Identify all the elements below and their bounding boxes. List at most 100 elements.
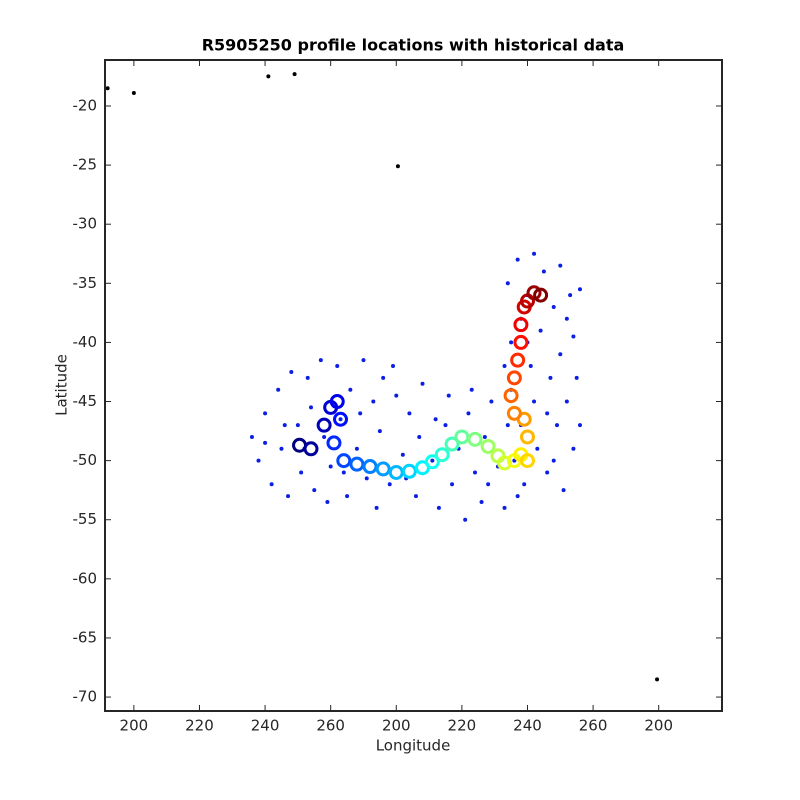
point xyxy=(548,375,553,380)
point xyxy=(489,399,494,404)
point xyxy=(533,287,549,303)
point xyxy=(322,434,327,439)
point xyxy=(509,340,514,345)
point xyxy=(381,375,386,380)
x-tick-label: 260 xyxy=(579,717,608,735)
point xyxy=(502,505,507,510)
point xyxy=(574,375,579,380)
point xyxy=(326,435,342,451)
point xyxy=(486,482,491,487)
point xyxy=(528,364,533,369)
point xyxy=(555,423,560,428)
point xyxy=(256,458,261,463)
point xyxy=(295,423,300,428)
point xyxy=(503,388,519,404)
point xyxy=(249,434,254,439)
point xyxy=(467,431,483,447)
point xyxy=(316,417,332,433)
point xyxy=(519,429,535,445)
point xyxy=(364,476,369,481)
point xyxy=(450,482,455,487)
point xyxy=(413,494,418,499)
point xyxy=(417,434,422,439)
point xyxy=(506,405,522,421)
point xyxy=(430,458,435,463)
point xyxy=(390,364,395,369)
point xyxy=(551,458,556,463)
point xyxy=(395,164,400,169)
y-tick-label: -45 xyxy=(73,392,98,410)
point xyxy=(374,505,379,510)
point xyxy=(577,423,582,428)
point xyxy=(558,352,563,357)
point xyxy=(387,482,392,487)
y-tick-label: -50 xyxy=(73,451,98,469)
point xyxy=(454,429,470,445)
point xyxy=(443,423,448,428)
point xyxy=(282,423,287,428)
point xyxy=(532,251,537,256)
point xyxy=(502,364,507,369)
point xyxy=(655,677,660,682)
point xyxy=(263,411,268,416)
point xyxy=(444,436,460,452)
point xyxy=(371,399,376,404)
point xyxy=(541,269,546,274)
point xyxy=(377,429,382,434)
point xyxy=(577,287,582,292)
point xyxy=(303,441,319,457)
point xyxy=(289,369,294,374)
point xyxy=(480,438,496,454)
point xyxy=(358,411,363,416)
point xyxy=(558,263,563,268)
point xyxy=(561,488,566,493)
point xyxy=(545,411,550,416)
point xyxy=(446,393,451,398)
y-tick-label: -55 xyxy=(73,510,98,528)
x-tick-label: 200 xyxy=(644,717,673,735)
point xyxy=(568,293,573,298)
point xyxy=(286,494,291,499)
point xyxy=(551,304,556,309)
point xyxy=(469,387,474,392)
y-tick-label: -65 xyxy=(73,628,98,646)
y-tick-label: -60 xyxy=(73,569,98,587)
point xyxy=(506,370,522,386)
point xyxy=(338,417,343,422)
point xyxy=(505,423,510,428)
y-tick-label: -30 xyxy=(73,215,98,233)
point xyxy=(269,482,274,487)
point xyxy=(354,446,359,451)
point xyxy=(401,463,417,479)
chart-title: R5905250 profile locations with historic… xyxy=(202,36,625,55)
y-tick-label: -70 xyxy=(73,688,98,706)
x-tick-label: 200 xyxy=(120,717,149,735)
x-tick-label: 240 xyxy=(251,717,280,735)
plot-frame xyxy=(104,59,723,712)
point xyxy=(328,464,333,469)
point xyxy=(482,434,487,439)
point xyxy=(463,517,468,522)
point xyxy=(362,459,378,475)
x-tick-label: 260 xyxy=(316,717,345,735)
point xyxy=(292,72,297,77)
point xyxy=(526,285,542,301)
point xyxy=(333,411,349,427)
point xyxy=(564,399,569,404)
point xyxy=(348,387,353,392)
point xyxy=(325,499,330,504)
point xyxy=(436,505,441,510)
point xyxy=(505,281,510,286)
point xyxy=(515,257,520,262)
y-tick-label: -25 xyxy=(73,156,98,174)
point xyxy=(434,447,450,463)
point xyxy=(105,86,110,91)
point xyxy=(420,381,425,386)
point xyxy=(394,393,399,398)
point xyxy=(564,316,569,321)
point xyxy=(299,470,304,475)
point xyxy=(336,453,352,469)
point xyxy=(375,461,391,477)
x-tick-label: 200 xyxy=(382,717,411,735)
